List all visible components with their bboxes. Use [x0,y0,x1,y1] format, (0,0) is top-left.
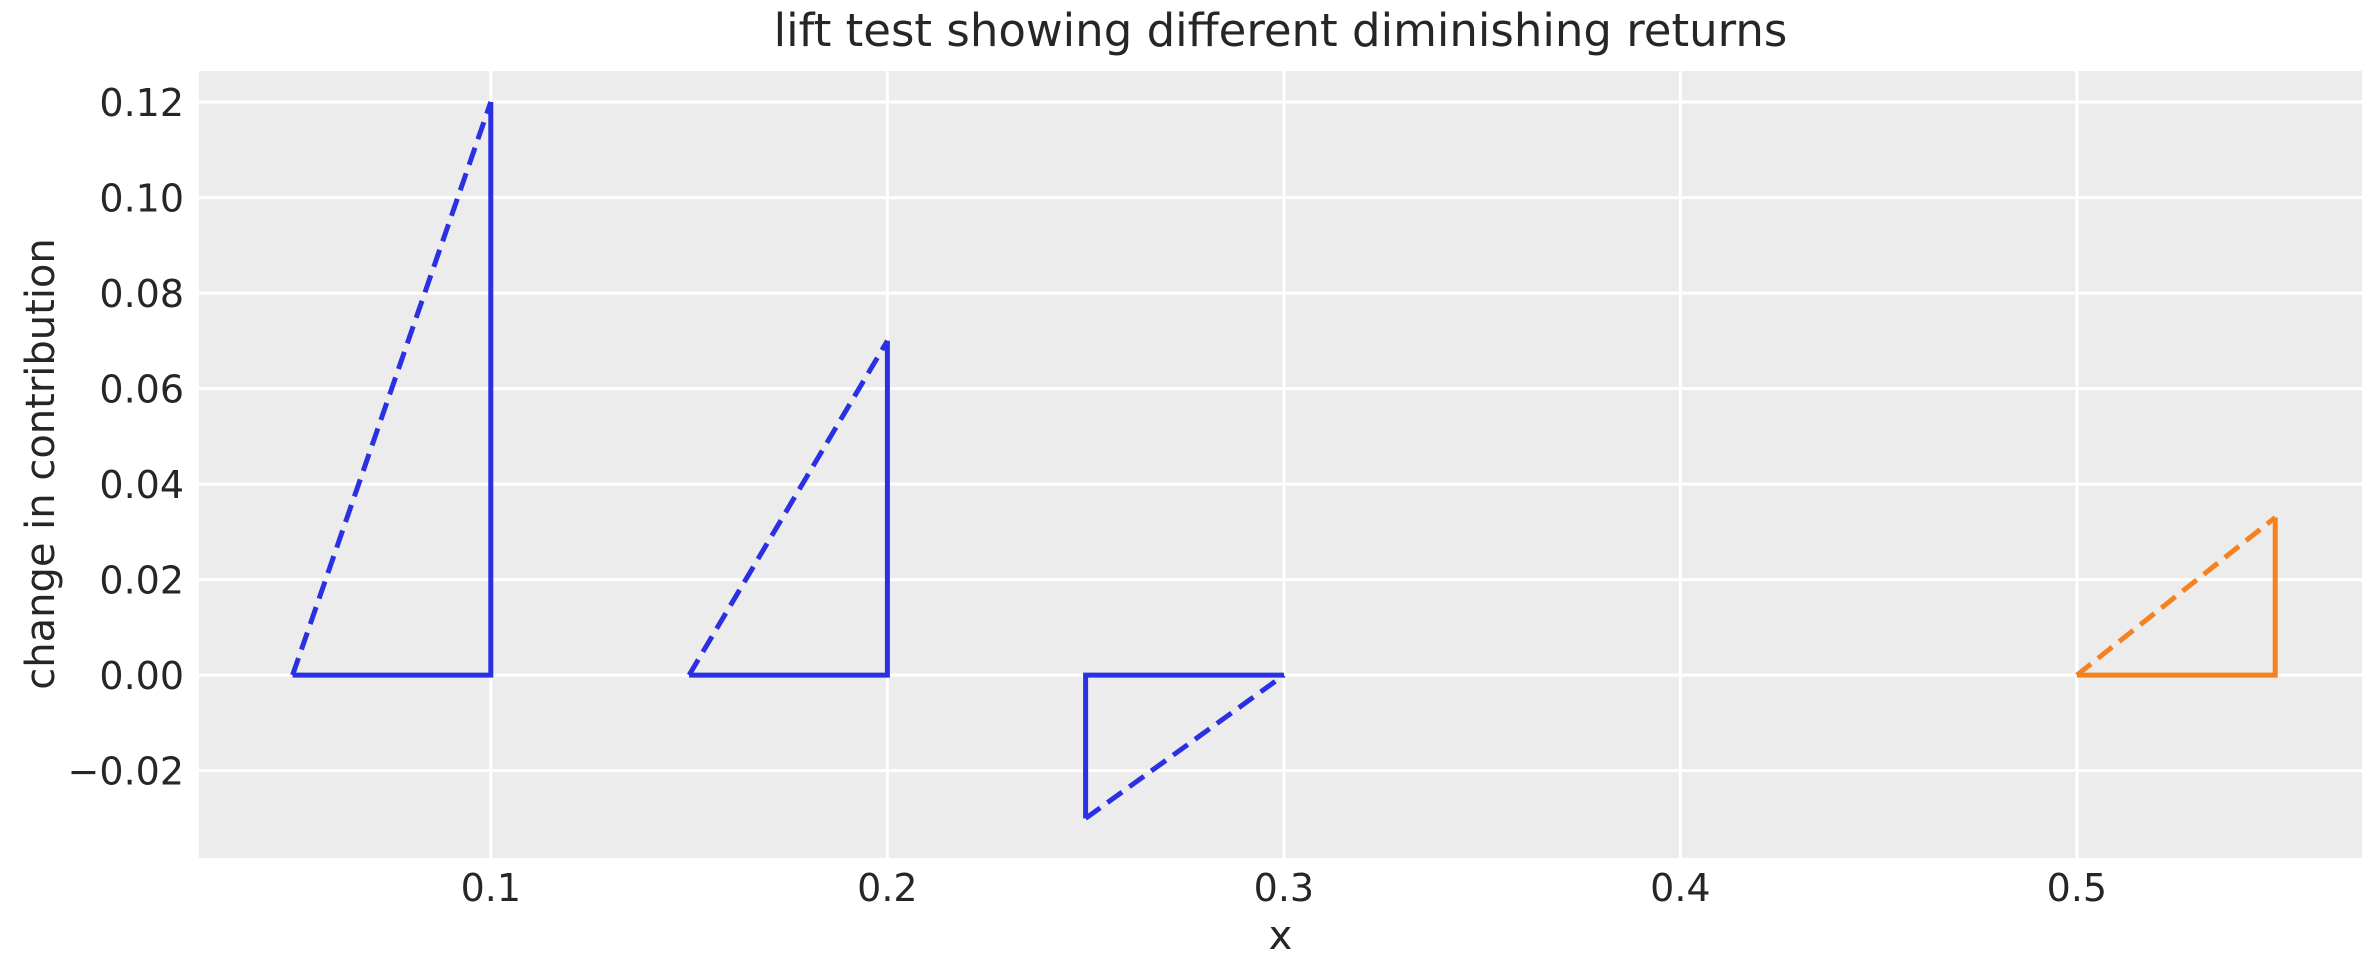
lift-triangle-2-legs [689,340,890,678]
y-tick-label: 0.10 [99,177,184,221]
lift-triangle-1-hypotenuse [290,101,494,676]
lift-triangle-1-legs [292,102,494,678]
x-tick-label: 0.3 [1254,866,1314,910]
x-tick-label: 0.4 [1650,866,1710,910]
plot-area [199,71,2362,858]
y-tick-label: 0.04 [99,463,184,507]
lift-triangle-2-hypotenuse [686,339,890,677]
x-tick-label: 0.1 [461,866,521,910]
y-tick-label: −0.02 [68,750,184,794]
y-tick-label: 0.12 [99,81,184,125]
lift-triangle-3-legs [1083,672,1284,819]
lift-triangle-4-legs [2076,517,2278,678]
y-tick-label: 0.06 [99,368,184,412]
y-tick-label: 0.08 [99,272,184,316]
lift-triangle-3-hypotenuse [1084,673,1286,821]
lift-triangle-4-hypotenuse [2075,515,2277,678]
y-tick-label: 0.00 [99,654,184,698]
x-tick-label: 0.2 [857,866,917,910]
y-axis-label: change in contribution [18,238,64,690]
x-axis-label: x [1268,913,1293,959]
x-tick-label: 0.5 [2047,866,2107,910]
y-tick-label: 0.02 [99,559,184,603]
chart-title: lift test showing different diminishing … [773,4,1788,57]
